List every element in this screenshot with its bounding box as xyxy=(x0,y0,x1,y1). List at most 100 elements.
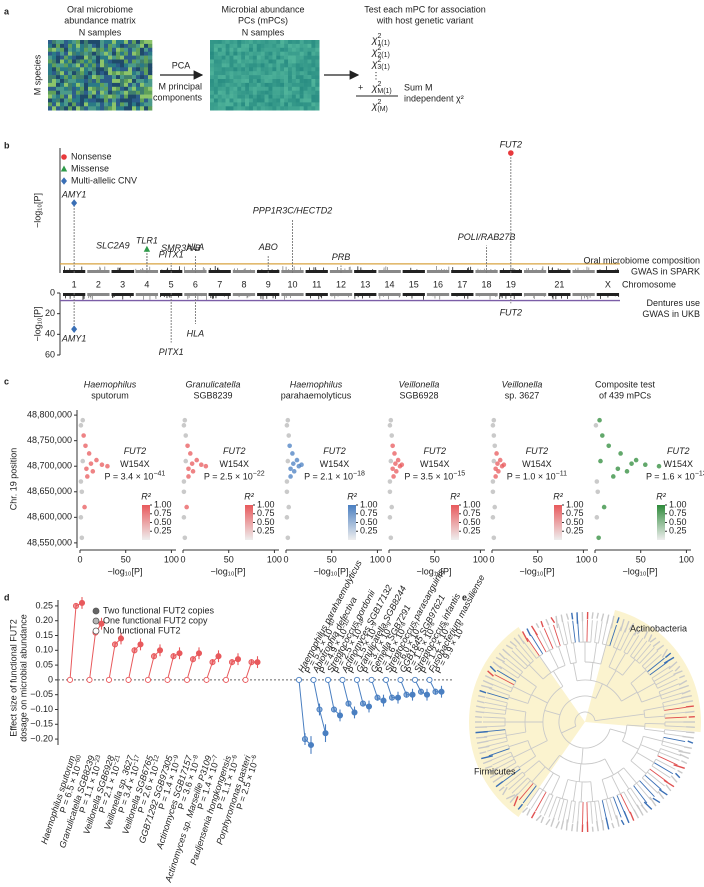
x-tick-label: 50 xyxy=(636,554,646,564)
heatmap-cell xyxy=(84,90,89,95)
heatmap-cell xyxy=(225,43,230,49)
heatmap-cell xyxy=(264,75,269,80)
heatmap-cell xyxy=(311,40,316,45)
legend-label: No functional FUT2 xyxy=(103,625,181,635)
heatmap-cell xyxy=(268,86,273,91)
panel-letter: b xyxy=(4,140,10,150)
heatmap-cell xyxy=(124,94,129,99)
tree-arc xyxy=(504,702,508,715)
heatmap-cell xyxy=(272,63,277,68)
heatmap-cell xyxy=(307,63,312,68)
p-exponent: −11 xyxy=(556,471,567,478)
heatmap-cell xyxy=(56,79,61,84)
tree-branch xyxy=(630,787,644,807)
heatmap-cell xyxy=(213,51,219,56)
heatmap-cell xyxy=(104,67,109,72)
leaf-tip xyxy=(550,616,556,624)
legend-label: Missense xyxy=(71,163,109,173)
heatmap-cell xyxy=(104,47,109,52)
tree-branch xyxy=(528,664,544,680)
heatmap-cell xyxy=(80,86,85,91)
heatmap-cell xyxy=(76,82,81,88)
tree-branch xyxy=(543,795,554,816)
effect-point xyxy=(307,741,315,749)
leaf-tip xyxy=(591,612,594,619)
heatmap-cell xyxy=(241,59,246,64)
heatmap-cell xyxy=(276,94,281,99)
heatmap-cell xyxy=(128,98,133,103)
heatmap-cell xyxy=(280,90,285,95)
tree-branch xyxy=(664,729,687,733)
data-point xyxy=(490,515,496,520)
heatmap-cell xyxy=(303,67,308,72)
tree-branch xyxy=(612,626,622,648)
tree-branch xyxy=(492,678,513,689)
tree-branch xyxy=(639,647,655,664)
heatmap-cell xyxy=(315,94,320,99)
tree-arc xyxy=(658,691,663,700)
heatmap-cell xyxy=(140,59,145,64)
heatmap-cell xyxy=(120,86,125,91)
effect-point xyxy=(150,653,158,660)
heatmap-cell xyxy=(276,40,281,45)
effect-point xyxy=(394,694,402,701)
heatmap-cell xyxy=(100,59,105,64)
tree-branch xyxy=(502,661,521,676)
heatmap-cell xyxy=(60,90,65,95)
heatmap-cell xyxy=(116,47,121,52)
tree-branch xyxy=(664,711,687,715)
heatmap-cell xyxy=(303,106,308,111)
tree-branch xyxy=(511,777,529,794)
panel-title: Haemophilus xyxy=(290,379,343,389)
effect-point xyxy=(144,676,152,683)
tree-branch xyxy=(655,758,676,770)
heatmap-cell xyxy=(128,75,133,80)
data-point xyxy=(595,489,601,495)
heatmap-cell xyxy=(221,71,226,76)
heatmap-cell xyxy=(84,43,89,49)
heatmap-cell xyxy=(210,43,215,49)
heatmap-cell xyxy=(72,51,77,56)
tree-branch xyxy=(515,780,531,797)
data-point xyxy=(78,423,84,428)
heatmap-cell xyxy=(92,82,97,88)
heatmap-cell xyxy=(108,51,113,56)
effect-point xyxy=(382,676,390,683)
heatmap-cell xyxy=(72,98,77,103)
heatmap-cell xyxy=(241,55,246,60)
heatmap-cell xyxy=(56,82,61,88)
tree-branch xyxy=(616,628,627,649)
leaf-tip xyxy=(600,613,605,622)
heatmap-cell xyxy=(280,106,285,111)
tree-branch xyxy=(621,691,638,702)
heatmap-cell xyxy=(100,67,105,72)
heatmap-cell xyxy=(210,59,215,64)
heatmap-cell xyxy=(295,71,300,76)
heatmap-cell xyxy=(252,82,258,88)
tree-branch xyxy=(523,760,540,774)
heatmap-cell xyxy=(68,51,73,56)
heatmap-cell xyxy=(112,59,117,64)
heatmap-cell xyxy=(288,94,293,99)
heatmap-cell xyxy=(88,71,93,76)
heatmap-cell xyxy=(148,67,153,72)
leaf-tip xyxy=(505,794,516,800)
heatmap-cell xyxy=(249,59,254,64)
y-tick-label: 0.10 xyxy=(35,645,53,655)
heatmap-cell xyxy=(132,55,137,60)
heatmap-cell xyxy=(233,40,238,45)
heatmap-cell xyxy=(112,86,117,91)
heatmap-cell xyxy=(237,82,242,88)
heatmap-cell xyxy=(272,94,277,99)
heatmap-cell xyxy=(120,71,125,76)
heatmap-cell xyxy=(136,102,141,107)
tree-branch xyxy=(622,659,636,676)
heatmap-cell xyxy=(276,86,281,91)
heatmap-cell xyxy=(144,43,149,49)
heatmap-cell xyxy=(303,102,308,107)
data-point xyxy=(594,479,600,484)
hit-label: ABO xyxy=(258,242,278,252)
heatmap-cell xyxy=(233,67,238,72)
heatmap-cell xyxy=(256,59,261,64)
heatmap-cell xyxy=(288,59,293,64)
